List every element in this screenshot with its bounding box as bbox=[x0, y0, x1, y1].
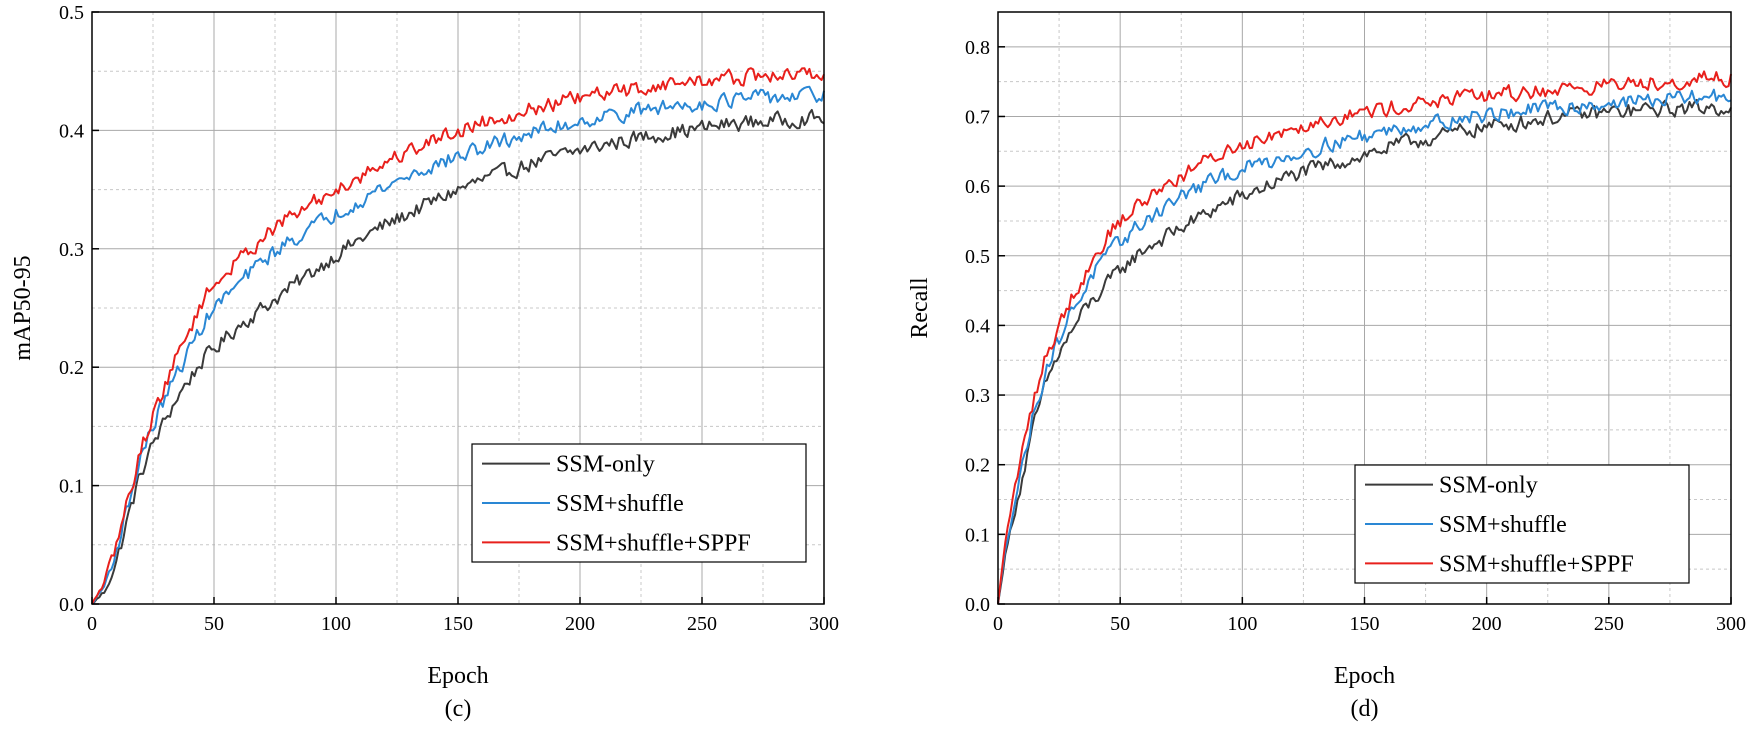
y-tick-label: 0.1 bbox=[965, 524, 990, 546]
series-line-ssm-shuffle bbox=[91, 85, 825, 605]
y-tick-label: 0.4 bbox=[59, 120, 84, 142]
series-group bbox=[997, 70, 1732, 605]
y-tick-label: 0.3 bbox=[965, 385, 990, 407]
chart-panel-d: 0 50 100 150 200 250 300 0.0 0.1 0.2 0.3 0.4 0.5 0.6 0… bbox=[907, 11, 1746, 722]
chart-caption: (d) bbox=[1351, 696, 1379, 722]
x-tick-label: 200 bbox=[1472, 613, 1502, 635]
y-tick-label: 0.3 bbox=[59, 239, 84, 261]
y-axis-label: Recall bbox=[907, 277, 933, 339]
y-tick-label: 0.7 bbox=[965, 106, 990, 128]
x-tick-label: 150 bbox=[443, 613, 473, 635]
x-tick-label: 0 bbox=[87, 613, 97, 635]
series-line-ssm-only bbox=[91, 108, 825, 605]
x-axis-label: Epoch bbox=[1334, 663, 1395, 689]
series-line-ssm-shuffle-sppf bbox=[997, 70, 1732, 605]
x-tick-label: 100 bbox=[1227, 613, 1257, 635]
y-tick-label: 0.6 bbox=[965, 176, 990, 198]
x-tick-label: 300 bbox=[809, 613, 839, 635]
axis-ticks: 0 50 100 150 200 250 300 0.0 0.1 0.2 0.3 0.4 0.5 0.6 0… bbox=[965, 37, 1746, 635]
y-tick-label: 0.5 bbox=[965, 246, 990, 268]
y-tick-label: 0.0 bbox=[59, 594, 84, 616]
chart-panel-c: 0 50 100 150 200 250 300 0.0 0.1 0.2 0.3 0.4 0.5 Epoc… bbox=[10, 2, 839, 722]
axis-ticks: 0 50 100 150 200 250 300 0.0 0.1 0.2 0.3 0.4 0.5 bbox=[59, 2, 839, 635]
x-tick-label: 200 bbox=[565, 613, 595, 635]
legend-label: SSM-only bbox=[556, 452, 655, 478]
legend-label: SSM+shuffle bbox=[556, 491, 684, 517]
x-axis-label: Epoch bbox=[427, 663, 488, 689]
x-tick-label: 100 bbox=[321, 613, 351, 635]
legend: SSM-only SSM+shuffle SSM+shuffle+SPPF bbox=[1354, 464, 1690, 584]
chart-caption: (c) bbox=[445, 696, 472, 722]
x-tick-label: 300 bbox=[1716, 613, 1746, 635]
series-group bbox=[91, 67, 825, 605]
y-tick-label: 0.5 bbox=[59, 2, 84, 24]
series-line-ssm-shuffle-sppf bbox=[91, 67, 825, 605]
x-tick-label: 250 bbox=[687, 613, 717, 635]
x-tick-label: 0 bbox=[993, 613, 1003, 635]
legend-label: SSM+shuffle+SPPF bbox=[1439, 551, 1634, 577]
y-tick-label: 0.2 bbox=[965, 455, 990, 477]
series-line-ssm-shuffle bbox=[997, 88, 1732, 605]
x-tick-label: 250 bbox=[1594, 613, 1624, 635]
legend-label: SSM-only bbox=[1439, 473, 1538, 499]
x-tick-label: 150 bbox=[1350, 613, 1380, 635]
y-tick-label: 0.8 bbox=[965, 37, 990, 59]
y-axis-label: mAP50-95 bbox=[10, 255, 36, 360]
x-tick-label: 50 bbox=[1110, 613, 1130, 635]
series-line-ssm-only bbox=[997, 98, 1732, 605]
legend-label: SSM+shuffle bbox=[1439, 512, 1567, 538]
x-tick-label: 50 bbox=[204, 613, 224, 635]
legend: SSM-only SSM+shuffle SSM+shuffle+SPPF bbox=[471, 443, 807, 563]
legend-label: SSM+shuffle+SPPF bbox=[556, 530, 751, 556]
y-tick-label: 0.2 bbox=[59, 357, 84, 379]
y-tick-label: 0.1 bbox=[59, 476, 84, 498]
y-tick-label: 0.0 bbox=[965, 594, 990, 616]
y-tick-label: 0.4 bbox=[965, 315, 990, 337]
